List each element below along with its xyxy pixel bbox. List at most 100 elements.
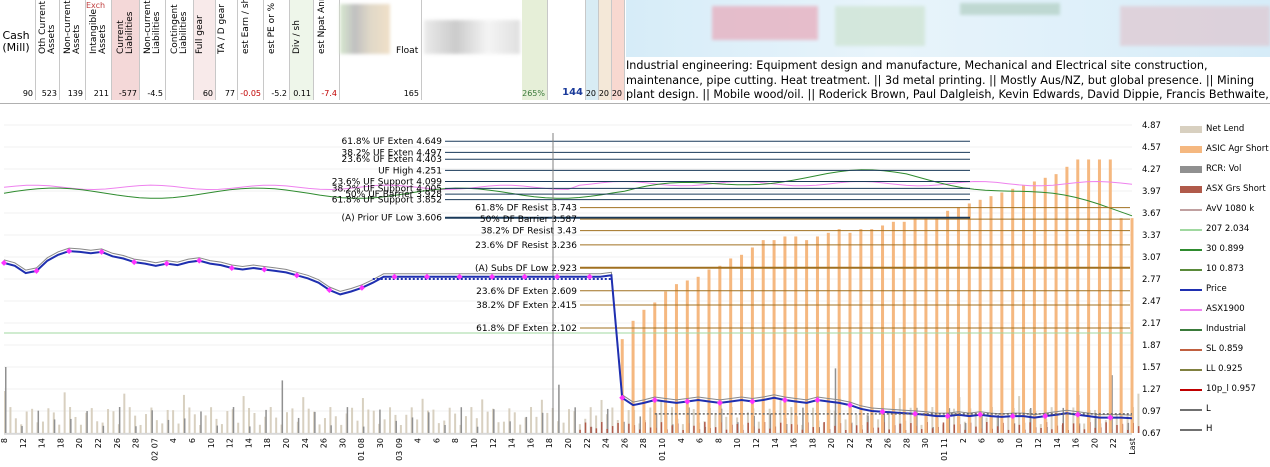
x-tick-label: 18	[808, 438, 817, 448]
y-tick-label: 4.57	[1142, 143, 1161, 153]
asx-grs-short-bar	[866, 422, 869, 433]
asx-grs-short-bar	[1094, 427, 1097, 433]
asx-grs-short-bar	[714, 427, 717, 433]
legend-item: 10p_l 0.957	[1180, 384, 1270, 396]
x-tick-label: 01 08	[357, 438, 366, 461]
y-tick-label: 1.87	[1142, 341, 1161, 351]
x-tick-label: 24	[301, 438, 310, 448]
asic-short-bar	[1097, 159, 1101, 433]
x-tick-label: 8	[996, 438, 1005, 443]
asic-short-bar	[870, 229, 874, 433]
asic-short-bar	[967, 203, 971, 433]
asx-grs-short-bar	[1072, 423, 1075, 433]
net-lend-bar	[383, 419, 386, 433]
net-lend-bar	[844, 419, 847, 433]
net-lend-bar	[535, 416, 538, 433]
legend-label: L	[1206, 404, 1211, 414]
asic-short-bar	[956, 207, 960, 433]
x-tick-label: Last	[1128, 438, 1137, 455]
asx-grs-short-bar	[682, 429, 684, 433]
net-lend-bar	[681, 424, 684, 433]
net-lend-bar	[953, 408, 956, 433]
volume-bar	[916, 407, 918, 433]
net-lend-bar	[887, 410, 890, 433]
asx-grs-short-bar	[931, 428, 934, 433]
volume-bar	[541, 412, 544, 433]
price-marker	[1042, 413, 1049, 420]
volume-bar	[574, 407, 576, 433]
price-marker	[456, 273, 463, 280]
net-lend-bar	[47, 408, 50, 433]
asx-grs-short-bar	[942, 422, 945, 433]
asx-grs-short-bar	[660, 422, 663, 433]
net-lend-bar	[193, 414, 196, 433]
asx-grs-short-bar	[693, 425, 695, 433]
ratio-column: est Earn / sh -0.05	[238, 0, 264, 100]
volume-bar	[37, 410, 40, 433]
legend-item: ASX Grs Short	[1180, 184, 1270, 196]
price-marker	[749, 398, 756, 405]
asx-grs-short-bar	[584, 422, 587, 433]
price-marker	[326, 287, 333, 293]
legend-item: RCR: Vol	[1180, 164, 1270, 176]
volume-bar	[379, 409, 381, 433]
asx-grs-short-bar	[855, 425, 858, 433]
asic-short-bar	[794, 236, 798, 433]
y-tick-label: 3.97	[1142, 187, 1161, 197]
asx-grs-short-bar	[888, 429, 890, 433]
volume-bar	[53, 419, 56, 433]
y-tick-label: 4.27	[1142, 165, 1161, 175]
asx-grs-short-bar	[1116, 424, 1118, 433]
asic-short-bar	[664, 291, 668, 433]
price-marker	[944, 413, 951, 420]
x-tick-label: 24	[865, 438, 874, 448]
net-lend-bar	[486, 411, 489, 433]
asic-short-bar	[913, 218, 917, 433]
level-label: 23.6% UF Support 4.099	[332, 178, 443, 188]
net-lend-bar	[432, 409, 435, 433]
net-lend-bar	[611, 407, 614, 433]
price-marker	[879, 408, 886, 415]
legend-item: AvV 1080 k	[1180, 204, 1270, 216]
asx-grs-short-bar	[671, 425, 674, 433]
net-lend-bar	[237, 422, 240, 433]
net-lend-bar	[275, 417, 278, 433]
net-lend-bar	[242, 396, 245, 433]
asic-short-bar	[978, 199, 982, 433]
x-tick-label: 26	[320, 438, 329, 448]
asx-grs-short-bar	[579, 429, 581, 433]
net-lend-bar	[318, 424, 321, 433]
legend-swatch	[1180, 249, 1202, 251]
volume-bar	[834, 368, 837, 433]
volume-bar	[281, 380, 284, 433]
net-lend-bar	[595, 415, 598, 433]
price-marker	[814, 397, 821, 403]
ratio-column: Non-current Assets 139	[60, 0, 86, 100]
asx-grs-short-bar	[1105, 422, 1107, 433]
legend-item: 10 0.873	[1180, 264, 1270, 276]
ratio-column-label: Current Liabilities	[116, 11, 135, 55]
x-tick-label: 6	[188, 438, 197, 443]
net-lend-bar	[399, 424, 402, 433]
ratio-column: est PE or % ann $ burn -5.2	[264, 0, 290, 100]
x-tick-label: 8	[451, 438, 460, 443]
net-lend-bar	[530, 407, 533, 433]
price-marker	[489, 273, 496, 280]
legend-swatch	[1180, 229, 1202, 231]
net-lend-bar	[877, 419, 880, 433]
asx-grs-short-bar	[996, 426, 999, 433]
net-lend-bar	[746, 412, 749, 433]
asic-short-bar	[935, 218, 939, 433]
net-lend-bar	[481, 399, 484, 433]
x-tick-label: 26	[113, 438, 122, 448]
x-tick-label: 22	[846, 438, 855, 448]
net-lend-bar	[107, 409, 110, 433]
asic-short-bar	[1054, 174, 1058, 433]
price-marker	[1009, 413, 1016, 420]
net-lend-bar	[600, 399, 603, 433]
price-marker	[586, 273, 593, 280]
pct-value: 265%	[522, 89, 545, 98]
volume-bar	[1111, 375, 1113, 433]
net-lend-bar	[329, 407, 332, 433]
pct-column: 265%	[522, 0, 548, 100]
